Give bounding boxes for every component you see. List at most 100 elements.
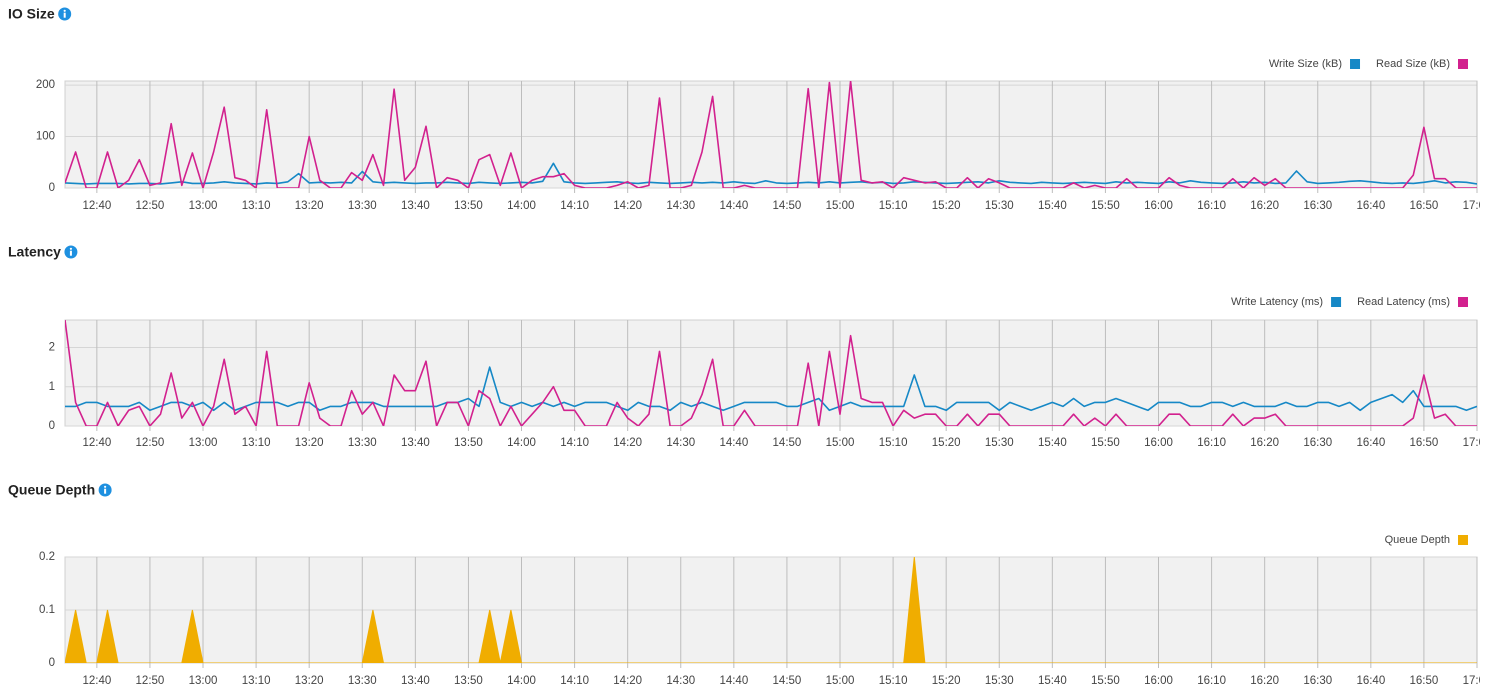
info-bar: [63, 12, 66, 18]
x-tick-label: 16:40: [1356, 437, 1385, 449]
x-tick-label: 16:20: [1250, 200, 1279, 212]
chart-title: Queue Depth: [8, 482, 95, 498]
y-tick-label: 0: [49, 657, 55, 669]
info-bar: [69, 250, 72, 256]
x-tick-label: 14:50: [773, 437, 802, 449]
x-tick-label: 16:30: [1303, 437, 1332, 449]
y-tick-label: 200: [36, 79, 55, 91]
x-tick-label: 13:10: [242, 437, 271, 449]
legend-swatch: [1331, 297, 1342, 307]
y-tick-label: 0: [49, 182, 55, 194]
x-tick-label: 13:40: [401, 675, 430, 687]
x-tick-label: 13:50: [454, 200, 483, 212]
chart-title: IO Size: [8, 6, 55, 22]
x-tick-label: 14:20: [613, 200, 642, 212]
y-tick-label: 100: [36, 131, 55, 143]
x-tick-label: 16:00: [1144, 437, 1173, 449]
x-tick-label: 14:10: [560, 437, 589, 449]
x-tick-label: 12:40: [82, 437, 111, 449]
x-tick-label: 14:50: [773, 675, 802, 687]
x-tick-label: 15:40: [1038, 675, 1067, 687]
x-tick-label: 16:20: [1250, 437, 1279, 449]
info-dot: [69, 247, 73, 250]
x-tick-label: 12:50: [136, 437, 165, 449]
info-icon[interactable]: [64, 245, 78, 259]
x-tick-label: 14:00: [507, 200, 536, 212]
y-tick-label: 0.1: [39, 604, 55, 616]
x-tick-label: 15:30: [985, 675, 1014, 687]
x-tick-label: 16:00: [1144, 675, 1173, 687]
x-tick-label: 16:10: [1197, 200, 1226, 212]
legend-label: Write Latency (ms): [1231, 296, 1323, 308]
legend-item[interactable]: Read Size (kB): [1376, 58, 1468, 70]
x-tick-label: 15:30: [985, 200, 1014, 212]
x-tick-label: 16:30: [1303, 200, 1332, 212]
chart-title: Latency: [8, 244, 61, 260]
x-tick-label: 15:20: [932, 675, 961, 687]
info-dot: [63, 9, 66, 12]
plot-series: [65, 81, 1477, 188]
legend-label: Read Latency (ms): [1357, 296, 1450, 308]
legend-swatch: [1458, 59, 1468, 69]
x-tick-label: 15:50: [1091, 437, 1120, 449]
x-tick-label: 16:50: [1410, 437, 1439, 449]
x-tick-label: 14:30: [666, 437, 695, 449]
x-tick-label: 14:40: [719, 200, 748, 212]
y-tick-label: 1: [49, 381, 55, 393]
x-tick-label: 12:40: [82, 200, 111, 212]
x-tick-label: 15:50: [1091, 200, 1120, 212]
x-tick-label: 14:30: [666, 675, 695, 687]
x-tick-label: 15:00: [826, 200, 855, 212]
x-tick-label: 14:10: [560, 200, 589, 212]
series-line: [65, 81, 1477, 188]
x-tick-label: 13:00: [189, 437, 218, 449]
x-tick-label: 13:30: [348, 437, 377, 449]
charts: IO Size 0 100 200 12:40 12:50 13:00 13:10 13:20 1…: [8, 6, 1492, 687]
chart-panel: Queue Depth 0 0.1 0.2 12:40 12:50 13:00 13:10 13…: [8, 482, 1480, 687]
x-tick-label: 13:30: [348, 675, 377, 687]
x-tick-label: 13:00: [189, 200, 218, 212]
x-tick-label: 13:10: [242, 675, 271, 687]
x-tick-label: 16:50: [1410, 200, 1439, 212]
legend-swatch: [1458, 297, 1468, 307]
legend: Read Size (kB) Write Size (kB): [1269, 58, 1468, 70]
x-tick-label: 15:20: [932, 200, 961, 212]
info-icon[interactable]: [98, 483, 112, 497]
x-tick-label: 13:20: [295, 437, 324, 449]
x-tick-label: 15:10: [879, 437, 908, 449]
y-tick-label: 2: [49, 342, 55, 354]
x-tick-label: 16:40: [1356, 200, 1385, 212]
x-tick-label: 12:50: [136, 675, 165, 687]
legend-item[interactable]: Queue Depth: [1385, 534, 1468, 546]
x-tick-label: 13:00: [189, 675, 218, 687]
x-tick-label: 15:00: [826, 675, 855, 687]
info-icon[interactable]: [58, 7, 72, 21]
legend-swatch: [1458, 535, 1468, 545]
x-tick-label: 14:30: [666, 200, 695, 212]
x-tick-label: 15:10: [879, 675, 908, 687]
x-tick-label: 14:20: [613, 675, 642, 687]
x-tick-label: 13:30: [348, 200, 377, 212]
legend-item[interactable]: Read Latency (ms): [1357, 296, 1468, 308]
info-bar: [104, 488, 107, 494]
chart-panel: IO Size 0 100 200 12:40 12:50 13:00 13:10 13:20 1…: [8, 6, 1480, 212]
x-tick-label: 15:50: [1091, 675, 1120, 687]
x-tick-label: 14:20: [613, 437, 642, 449]
x-tick-label: 13:40: [401, 200, 430, 212]
x-tick-label: 16:30: [1303, 675, 1332, 687]
legend-item[interactable]: Write Latency (ms): [1231, 296, 1342, 308]
legend-item[interactable]: Write Size (kB): [1269, 58, 1361, 70]
x-tick-label: 17:00: [1463, 437, 1492, 449]
x-tick-label: 14:40: [719, 437, 748, 449]
x-tick-label: 15:40: [1038, 200, 1067, 212]
x-tick-label: 14:10: [560, 675, 589, 687]
info-dot: [104, 485, 107, 488]
x-tick-label: 15:00: [826, 437, 855, 449]
x-tick-label: 13:50: [454, 675, 483, 687]
y-tick-label: 0.2: [39, 551, 55, 563]
x-tick-label: 13:50: [454, 437, 483, 449]
x-tick-label: 14:40: [719, 675, 748, 687]
chart-panel: Latency 0 1 2 12:40 12:50 13:00 13:10 13:20 13:30…: [8, 244, 1492, 449]
x-tick-label: 16:10: [1197, 437, 1226, 449]
